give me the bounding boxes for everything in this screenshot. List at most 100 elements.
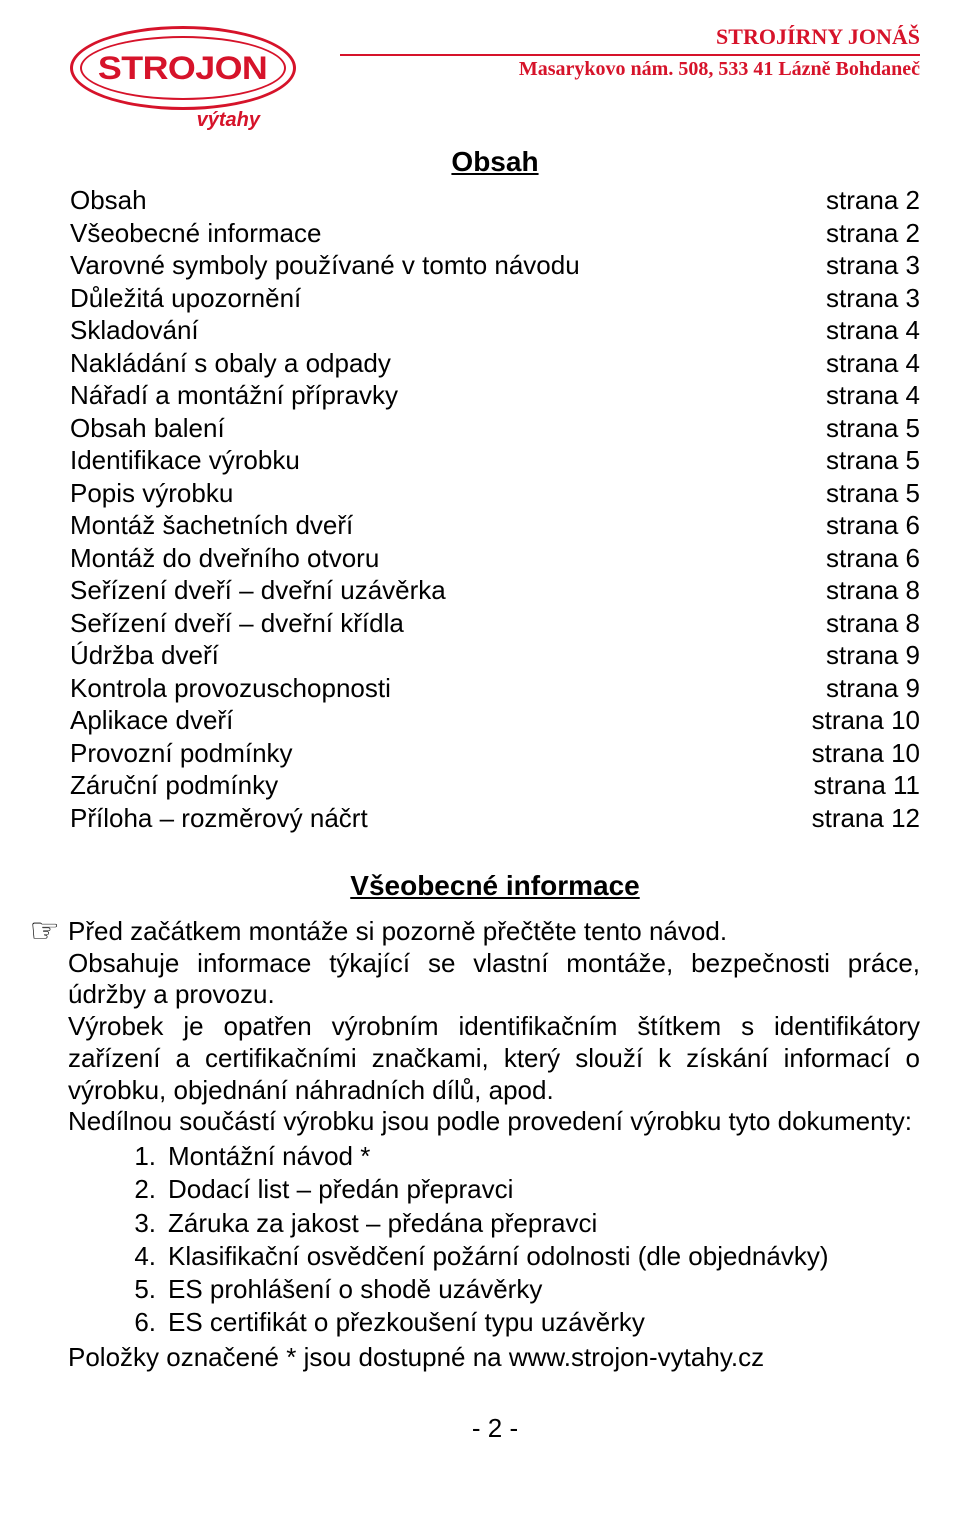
list-text: Záruka za jakost – předána přepravci: [168, 1207, 597, 1240]
toc-label: Nářadí a montážní přípravky: [70, 379, 398, 412]
toc-label: Záruční podmínky: [70, 769, 278, 802]
list-number: 5.: [128, 1273, 156, 1306]
toc-page: strana 9: [806, 672, 920, 705]
list-text: Klasifikační osvědčení požární odolnosti…: [168, 1240, 829, 1273]
toc-label: Seřízení dveří – dveřní uzávěrka: [70, 574, 446, 607]
toc-row: Obsah strana 2: [70, 184, 920, 217]
numbered-list: 1. Montážní návod * 2. Dodací list – předán…: [68, 1140, 920, 1340]
list-number: 4.: [128, 1240, 156, 1273]
toc-label: Provozní podmínky: [70, 737, 293, 770]
toc-row: Skladování strana 4: [70, 314, 920, 347]
pointing-hand-icon: ☞: [24, 914, 60, 948]
toc-title: Obsah: [70, 146, 920, 178]
toc-page: strana 3: [806, 249, 920, 282]
toc-page: strana 5: [806, 477, 920, 510]
toc-row: Popis výrobku strana 5: [70, 477, 920, 510]
toc-row: Varovné symboly používané v tomto návodu…: [70, 249, 920, 282]
toc-label: Skladování: [70, 314, 199, 347]
toc-page: strana 10: [792, 704, 920, 737]
info-block: ☞ Před začátkem montáže si pozorně přečt…: [70, 916, 920, 1373]
list-item: 3. Záruka za jakost – předána přepravci: [128, 1207, 920, 1240]
toc-page: strana 2: [806, 184, 920, 217]
toc-page: strana 4: [806, 314, 920, 347]
logo-ellipse: STROJON: [70, 26, 296, 110]
info-p3: Nedílnou součástí výrobku jsou podle pro…: [68, 1106, 920, 1138]
toc-row: Příloha – rozměrový náčrt strana 12: [70, 802, 920, 835]
toc-label: Příloha – rozměrový náčrt: [70, 802, 368, 835]
header-right: STROJÍRNY JONÁŠ Masarykovo nám. 508, 533…: [310, 24, 920, 81]
page: STROJON výtahy STROJÍRNY JONÁŠ Masarykov…: [0, 0, 960, 1527]
list-text: ES certifikát o přezkoušení typu uzávěrk…: [168, 1306, 645, 1339]
list-item: 5. ES prohlášení o shodě uzávěrky: [128, 1273, 920, 1306]
list-number: 2.: [128, 1173, 156, 1206]
list-item: 6. ES certifikát o přezkoušení typu uzávě…: [128, 1306, 920, 1339]
toc-label: Nakládání s obaly a odpady: [70, 347, 391, 380]
info-title: Všeobecné informace: [70, 870, 920, 902]
toc-row: Kontrola provozuschopnosti strana 9: [70, 672, 920, 705]
toc-label: Identifikace výrobku: [70, 444, 300, 477]
page-number: - 2 -: [70, 1413, 920, 1444]
toc: Obsah strana 2 Všeobecné informace strana 2…: [70, 184, 920, 834]
toc-row: Údržba dveří strana 9: [70, 639, 920, 672]
toc-label: Montáž šachetních dveří: [70, 509, 353, 542]
toc-row: Seřízení dveří – dveřní křídla strana 8: [70, 607, 920, 640]
company-address: Masarykovo nám. 508, 533 41 Lázně Bohdan…: [340, 58, 920, 81]
list-text: ES prohlášení o shodě uzávěrky: [168, 1273, 542, 1306]
toc-page: strana 6: [806, 509, 920, 542]
toc-label: Obsah balení: [70, 412, 225, 445]
toc-page: strana 8: [806, 607, 920, 640]
toc-row: Všeobecné informace strana 2: [70, 217, 920, 250]
toc-page: strana 8: [806, 574, 920, 607]
toc-page: strana 4: [806, 379, 920, 412]
toc-page: strana 11: [794, 769, 920, 802]
toc-row: Obsah balení strana 5: [70, 412, 920, 445]
toc-row: Aplikace dveří strana 10: [70, 704, 920, 737]
toc-row: Identifikace výrobkustrana 5: [70, 444, 920, 477]
toc-page: strana 2: [806, 217, 920, 250]
toc-page: strana 9: [806, 639, 920, 672]
header: STROJON výtahy STROJÍRNY JONÁŠ Masarykov…: [70, 24, 920, 110]
toc-label: Aplikace dveří: [70, 704, 233, 737]
list-item: 4. Klasifikační osvědčení požární odolnos…: [128, 1240, 920, 1273]
toc-row: Montáž šachetních dveří strana 6: [70, 509, 920, 542]
info-footnote: Položky označené * jsou dostupné na www.…: [68, 1342, 920, 1374]
toc-label: Popis výrobku: [70, 477, 233, 510]
info-lead: Před začátkem montáže si pozorně přečtět…: [68, 916, 920, 948]
logo-main-text: STROJON: [98, 50, 267, 87]
list-item: 1. Montážní návod *: [128, 1140, 920, 1173]
list-number: 1.: [128, 1140, 156, 1173]
toc-label: Kontrola provozuschopnosti: [70, 672, 391, 705]
toc-row: Montáž do dveřního otvoru strana 6: [70, 542, 920, 575]
info-p2: Výrobek je opatřen výrobním identifikačn…: [68, 1011, 920, 1106]
list-text: Montážní návod *: [168, 1140, 370, 1173]
list-text: Dodací list – předán přepravci: [168, 1173, 513, 1206]
toc-label: Seřízení dveří – dveřní křídla: [70, 607, 404, 640]
info-p1: Obsahuje informace týkající se vlastní m…: [68, 948, 920, 1011]
toc-page: strana 10: [792, 737, 920, 770]
toc-row: Nakládání s obaly a odpady strana 4: [70, 347, 920, 380]
toc-label: Údržba dveří: [70, 639, 219, 672]
toc-page: strana 6: [806, 542, 920, 575]
toc-row: Důležitá upozornění strana 3: [70, 282, 920, 315]
toc-page: strana 12: [792, 802, 920, 835]
list-item: 2. Dodací list – předán přepravci: [128, 1173, 920, 1206]
toc-label: Montáž do dveřního otvoru: [70, 542, 379, 575]
toc-label: Obsah: [70, 184, 147, 217]
company-name: STROJÍRNY JONÁŠ: [340, 24, 920, 50]
toc-label: Důležitá upozornění: [70, 282, 301, 315]
toc-row: Seřízení dveří – dveřní uzávěrka strana 8: [70, 574, 920, 607]
toc-row: Provozní podmínky strana 10: [70, 737, 920, 770]
logo-sub-text: výtahy: [197, 109, 260, 132]
toc-page: strana 3: [806, 282, 920, 315]
logo-area: STROJON výtahy: [70, 24, 310, 110]
toc-page: strana 4: [806, 347, 920, 380]
toc-row: Nářadí a montážní přípravky strana 4: [70, 379, 920, 412]
list-number: 3.: [128, 1207, 156, 1240]
list-number: 6.: [128, 1306, 156, 1339]
toc-label: Všeobecné informace: [70, 217, 321, 250]
toc-page: strana 5: [806, 412, 920, 445]
info-lead-row: ☞ Před začátkem montáže si pozorně přečt…: [70, 916, 920, 1373]
toc-row: Záruční podmínky strana 11: [70, 769, 920, 802]
header-rule: [340, 54, 920, 56]
toc-label: Varovné symboly používané v tomto návodu: [70, 249, 580, 282]
